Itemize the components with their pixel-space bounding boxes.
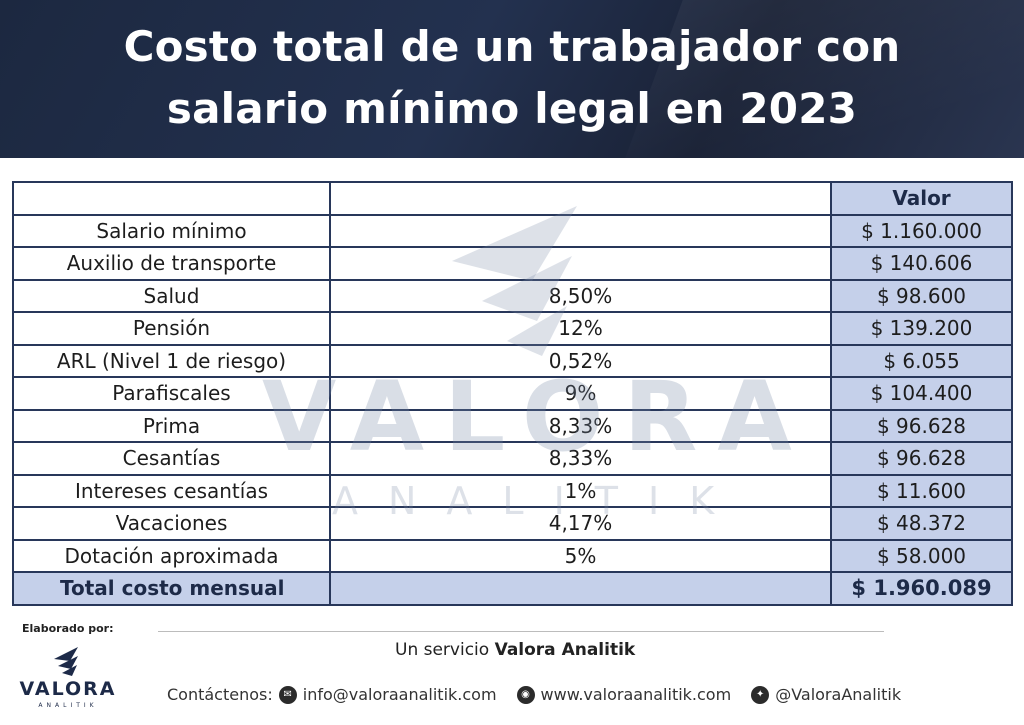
value-cell: $ 139.200	[830, 311, 1013, 346]
mail-icon: ✉	[278, 685, 297, 704]
table-row: Pensión 12% $ 139.200	[12, 311, 1013, 346]
table-row: Prima 8,33% $ 96.628	[12, 408, 1013, 443]
rate-cell: 0,52%	[329, 343, 832, 378]
globe-icon: ◉	[516, 685, 535, 704]
rate-cell: 8,33%	[329, 441, 832, 476]
email-link[interactable]: info@valoraanalitik.com	[302, 685, 497, 704]
rate-cell	[329, 213, 832, 248]
rate-cell	[329, 246, 832, 281]
twitter-icon: ✦	[751, 685, 770, 704]
footer-logo: VALORA ANALITIK	[18, 645, 118, 715]
concept-cell: Cesantías	[12, 441, 331, 476]
value-cell: $ 140.606	[830, 246, 1013, 281]
table-row: Salario mínimo $ 1.160.000	[12, 213, 1013, 248]
concept-cell: Auxilio de transporte	[12, 246, 331, 281]
concept-cell: Parafiscales	[12, 376, 331, 411]
contacts-bar: Contáctenos: ✉ info@valoraanalitik.com ◉…	[167, 685, 901, 704]
total-rate-cell	[329, 571, 832, 606]
concept-cell: Salario mínimo	[12, 213, 331, 248]
concept-cell: Intereses cesantías	[12, 473, 331, 508]
valora-logo-icon	[54, 647, 78, 676]
footer-divider	[158, 631, 884, 632]
table-header-row: Valor	[12, 181, 1013, 216]
value-cell: $ 104.400	[830, 376, 1013, 411]
rate-cell: 1%	[329, 473, 832, 508]
header-concept-cell	[12, 181, 331, 216]
table-row: Salud 8,50% $ 98.600	[12, 278, 1013, 313]
value-cell: $ 96.628	[830, 408, 1013, 443]
value-cell: $ 96.628	[830, 441, 1013, 476]
rate-cell: 5%	[329, 538, 832, 573]
table-row: Dotación aproximada 5% $ 58.000	[12, 538, 1013, 573]
table-row: ARL (Nivel 1 de riesgo) 0,52% $ 6.055	[12, 343, 1013, 378]
page-title: Costo total de un trabajador con salario…	[0, 16, 1024, 140]
concept-cell: ARL (Nivel 1 de riesgo)	[12, 343, 331, 378]
concept-cell: Vacaciones	[12, 506, 331, 541]
value-cell: $ 11.600	[830, 473, 1013, 508]
concept-cell: Prima	[12, 408, 331, 443]
logo-sub: ANALITIK	[38, 702, 98, 709]
rate-cell: 8,50%	[329, 278, 832, 313]
concept-cell: Salud	[12, 278, 331, 313]
header-banner: Costo total de un trabajador con salario…	[0, 0, 1024, 158]
service-brand: Valora Analitik	[494, 640, 636, 660]
cost-table-body: Salario mínimo $ 1.160.000 Auxilio de tran…	[12, 213, 1013, 606]
value-cell: $ 6.055	[830, 343, 1013, 378]
twitter-handle[interactable]: @ValoraAnalitik	[775, 685, 902, 704]
total-label: Total costo mensual	[12, 571, 331, 606]
table-row: Vacaciones 4,17% $ 48.372	[12, 506, 1013, 541]
concept-cell: Dotación aproximada	[12, 538, 331, 573]
rate-cell: 12%	[329, 311, 832, 346]
service-line: Un servicio Valora Analitik	[395, 640, 635, 660]
table-row: Auxilio de transporte $ 140.606	[12, 246, 1013, 281]
value-cell: $ 58.000	[830, 538, 1013, 573]
title-line-1: Costo total de un trabajador con	[123, 22, 901, 71]
rate-cell: 4,17%	[329, 506, 832, 541]
total-value: $ 1.960.089	[830, 571, 1013, 606]
rate-cell: 8,33%	[329, 408, 832, 443]
header-rate-cell	[329, 181, 832, 216]
made-by-label: Elaborado por:	[22, 622, 114, 635]
rate-cell: 9%	[329, 376, 832, 411]
website-link[interactable]: www.valoraanalitik.com	[540, 685, 732, 704]
table-row: Parafiscales 9% $ 104.400	[12, 376, 1013, 411]
value-cell: $ 98.600	[830, 278, 1013, 313]
logo-word: VALORA	[19, 678, 117, 700]
cost-table-wrapper: Valor Salario mínimo $ 1.160.000 Auxilio d…	[12, 181, 1013, 608]
cost-table: Valor Salario mínimo $ 1.160.000 Auxilio d…	[12, 181, 1013, 606]
total-row: Total costo mensual $ 1.960.089	[12, 571, 1013, 606]
service-prefix: Un servicio	[395, 640, 495, 660]
table-row: Cesantías 8,33% $ 96.628	[12, 441, 1013, 476]
concept-cell: Pensión	[12, 311, 331, 346]
table-row: Intereses cesantías 1% $ 11.600	[12, 473, 1013, 508]
value-cell: $ 1.160.000	[830, 213, 1013, 248]
header-value-cell: Valor	[830, 181, 1013, 216]
title-line-2: salario mínimo legal en 2023	[166, 84, 858, 133]
contact-label: Contáctenos:	[167, 685, 273, 704]
value-cell: $ 48.372	[830, 506, 1013, 541]
